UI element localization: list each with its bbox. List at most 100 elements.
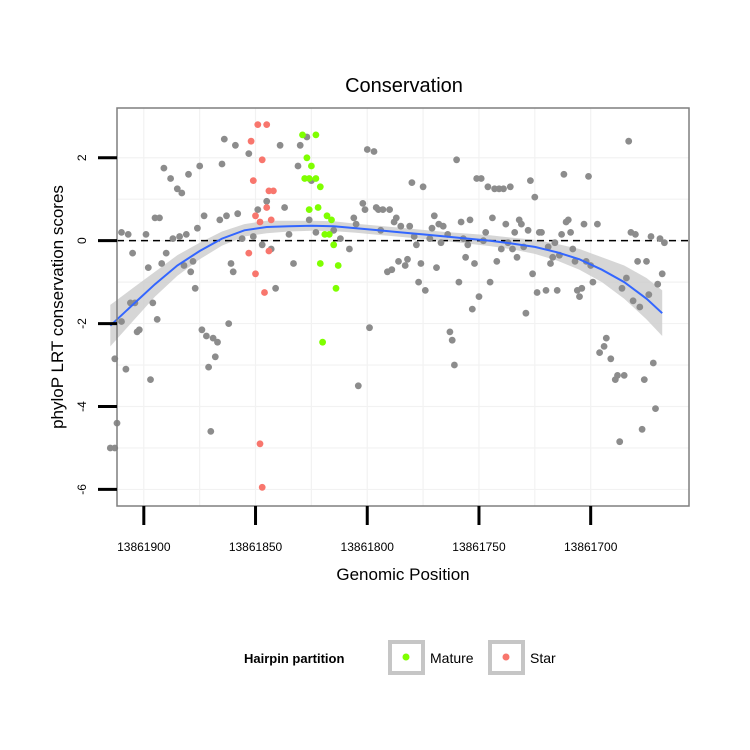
data-point-other	[245, 150, 253, 158]
data-point-other	[580, 220, 588, 228]
data-point-other	[661, 239, 668, 247]
data-point-other	[462, 253, 469, 261]
data-point-other	[493, 258, 501, 265]
data-point-mature	[305, 206, 313, 214]
data-point-other	[527, 177, 534, 185]
data-point-other	[451, 361, 458, 369]
data-point-other	[567, 229, 574, 236]
data-point-other	[350, 214, 358, 222]
data-point-other	[654, 280, 662, 288]
data-point-mature	[299, 131, 306, 139]
data-point-other	[167, 175, 175, 182]
data-point-other	[294, 162, 302, 170]
data-point-other	[180, 262, 188, 269]
legend-label-mature: Mature	[430, 650, 474, 666]
data-point-other	[636, 303, 644, 311]
data-point-other	[421, 287, 429, 294]
data-point-other	[408, 179, 416, 187]
data-point-other	[370, 148, 378, 155]
data-point-other	[118, 229, 125, 236]
data-point-other	[397, 222, 405, 230]
data-point-other	[216, 216, 224, 224]
data-point-other	[607, 355, 615, 363]
data-point-other	[439, 222, 447, 230]
data-point-other	[415, 278, 422, 286]
data-point-star	[249, 177, 257, 185]
data-point-other	[551, 239, 559, 247]
data-point-star	[261, 289, 268, 296]
data-point-other	[147, 376, 154, 383]
data-point-other	[616, 438, 624, 446]
data-point-other	[564, 216, 572, 224]
data-point-other	[453, 156, 460, 164]
data-point-mature	[323, 212, 331, 220]
data-point-other	[285, 231, 293, 238]
data-point-other	[220, 135, 228, 143]
data-point-other	[263, 197, 271, 205]
data-point-other	[571, 258, 579, 265]
data-point-other	[455, 278, 463, 286]
data-point-other	[468, 305, 476, 313]
data-point-other	[258, 241, 266, 249]
data-point-other	[542, 287, 550, 294]
y-axis: -6 -4 -2 0 2	[75, 154, 117, 495]
data-point-other	[553, 287, 561, 294]
data-point-other	[433, 264, 440, 271]
data-point-other	[558, 231, 565, 238]
data-point-other	[209, 334, 217, 342]
data-point-other	[404, 255, 411, 263]
data-point-other	[198, 326, 206, 334]
data-point-other	[160, 164, 168, 172]
data-point-other	[497, 245, 505, 253]
data-point-star	[252, 212, 259, 220]
data-point-other	[549, 253, 557, 261]
data-point-mature	[316, 183, 324, 191]
data-point-other	[643, 258, 650, 265]
data-point-other	[547, 260, 554, 267]
data-point-other	[524, 226, 532, 234]
data-point-mature	[319, 338, 326, 346]
data-point-other	[359, 200, 367, 207]
data-point-other	[560, 170, 568, 178]
data-point-other	[457, 218, 465, 226]
data-point-other	[124, 231, 132, 238]
data-point-other	[223, 212, 230, 220]
data-point-other	[232, 141, 239, 149]
data-point-other	[122, 365, 130, 373]
data-point-other	[506, 183, 514, 191]
data-point-other	[428, 224, 436, 232]
data-point-other	[502, 220, 510, 228]
data-point-star	[258, 156, 266, 164]
data-point-other	[194, 224, 201, 232]
data-point-mature	[305, 175, 313, 182]
data-point-other	[352, 220, 360, 228]
data-points	[106, 121, 668, 491]
data-point-other	[531, 193, 539, 201]
data-point-other	[511, 229, 519, 236]
data-point-other	[464, 241, 472, 249]
data-point-other	[211, 353, 219, 361]
x-tick-label: 13861900	[117, 540, 171, 554]
data-point-other	[337, 235, 344, 243]
data-point-mature	[330, 241, 338, 249]
data-point-other	[614, 372, 621, 379]
data-point-mature	[328, 216, 335, 224]
legend-dot-mature	[402, 653, 410, 661]
data-point-other	[386, 206, 393, 214]
smooth-trend-line	[109, 224, 663, 327]
data-point-other	[218, 160, 226, 168]
data-point-other	[486, 278, 494, 286]
data-point-other	[656, 235, 664, 243]
data-point-star	[270, 187, 277, 195]
data-point-other	[214, 338, 221, 346]
data-point-other	[158, 260, 166, 267]
data-point-other	[207, 428, 215, 435]
data-point-other	[249, 233, 257, 240]
data-point-other	[533, 289, 541, 296]
data-point-mature	[303, 154, 311, 162]
plot-panel-background	[117, 108, 689, 506]
data-point-other	[589, 278, 597, 286]
data-point-other	[522, 309, 530, 317]
data-point-other	[578, 284, 586, 292]
